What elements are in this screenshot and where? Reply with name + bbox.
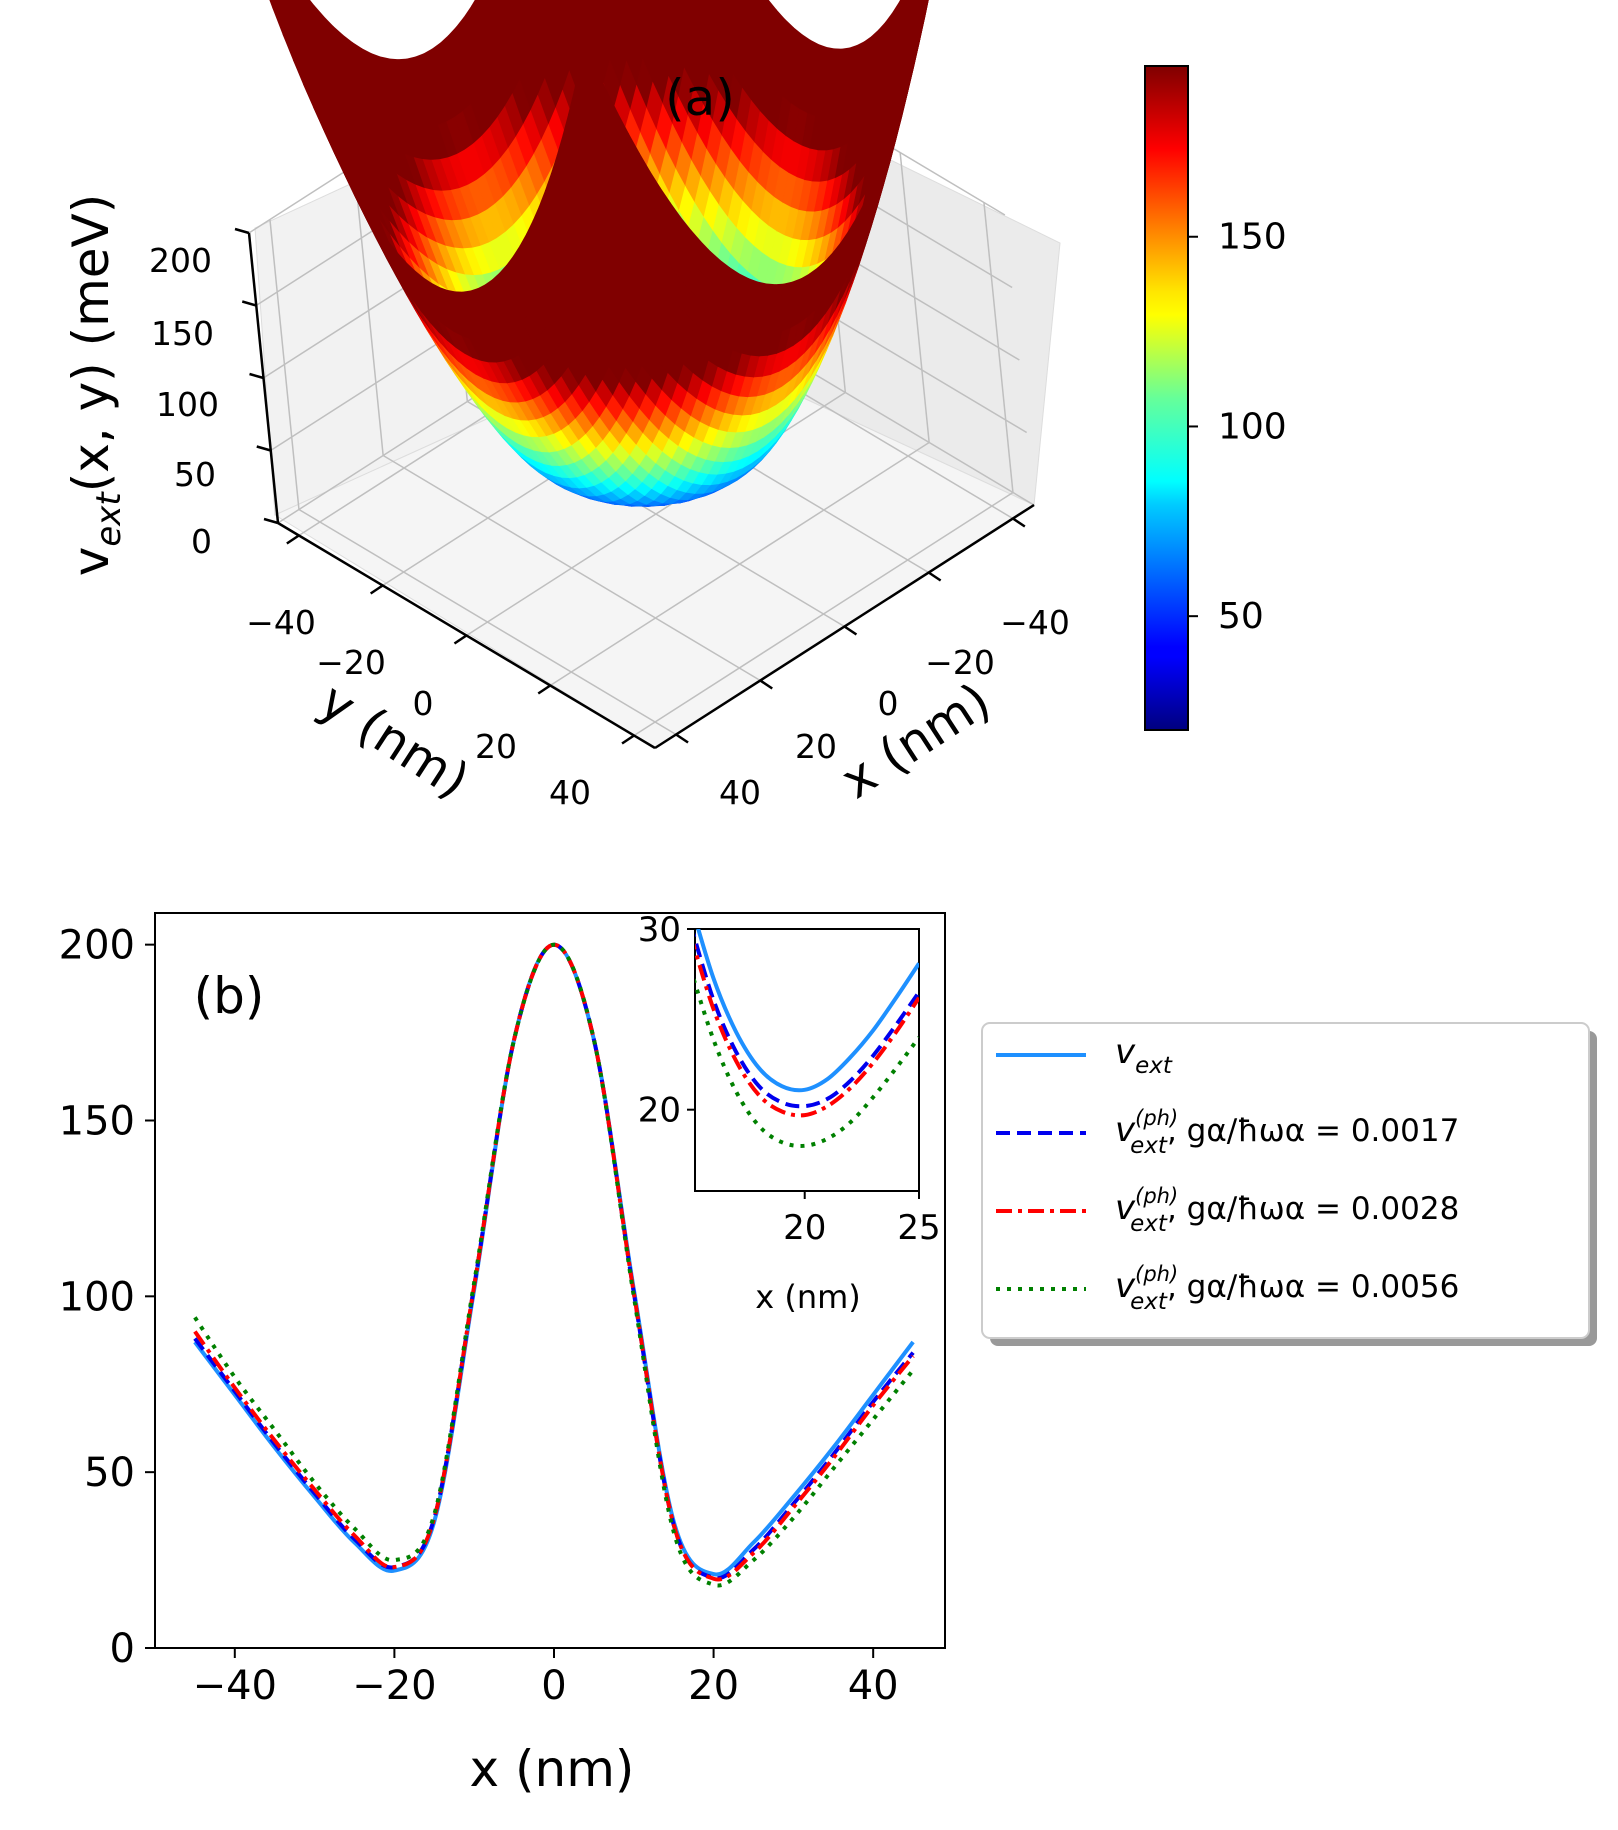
z-axis-tick <box>234 227 250 235</box>
x-tick-label: 40 <box>848 1663 899 1709</box>
panel-a-title: (a) <box>665 69 735 127</box>
inset-y-tick-label: 20 <box>638 1091 681 1131</box>
z-axis-tick <box>241 300 257 307</box>
y-tick-label: −20 <box>316 643 386 682</box>
colorbar-ticks: 50 100 150 <box>1188 217 1287 637</box>
y-tick-label: 20 <box>475 727 517 766</box>
y-axis-tick <box>286 534 300 545</box>
z-tick-label: 50 <box>174 455 216 494</box>
panel-a: 200 150 100 50 0 −40 −20 0 20 40 −40 −20… <box>62 0 1287 812</box>
axis-ticks-b: −40 −20 0 20 40 0 50 100 150 200 <box>59 923 899 1709</box>
y-axis-tick <box>369 584 384 595</box>
inset-x-tick-label: 25 <box>897 1208 940 1248</box>
legend-label: v(ph) ext, gα/ħωα = 0.0017 <box>1115 1106 1459 1159</box>
surface-plot <box>269 0 929 507</box>
x-axis-tick <box>759 679 773 690</box>
plot-frame-b <box>154 912 946 1649</box>
inset-y-tick-label: 30 <box>638 910 681 950</box>
inset-lines <box>695 929 919 1148</box>
x-tick-label: 40 <box>719 773 761 812</box>
y-tick-label: 100 <box>59 1274 135 1320</box>
inset-x-label: x (nm) <box>755 1278 861 1316</box>
x-axis-label-3d: x (nm) <box>831 672 1001 810</box>
x-tick-label: −40 <box>193 1663 277 1709</box>
x-axis-tick <box>927 571 942 582</box>
panel-b-title: (b) <box>194 967 265 1025</box>
y-axis-tick <box>537 684 551 695</box>
z-axis-tick <box>249 372 264 380</box>
x-tick-label: 0 <box>541 1663 566 1709</box>
z-axis-tick <box>263 517 279 525</box>
inset-series-line <box>696 929 919 1093</box>
series-line <box>193 942 915 1588</box>
z-axis-tick <box>256 445 272 452</box>
inset-series-line <box>695 942 919 1118</box>
y-axis-label-3d: y (nm) <box>309 672 479 810</box>
inset-series-line <box>695 976 919 1148</box>
legend-label: v(ph) ext, gα/ħωα = 0.0028 <box>1115 1184 1459 1237</box>
legend-label: v(ph) ext, gα/ħωα = 0.0056 <box>1115 1262 1459 1315</box>
surface-patch <box>578 42 597 95</box>
lines-b <box>193 942 915 1588</box>
y-tick-label: 40 <box>549 773 591 812</box>
surface-patch <box>602 0 609 11</box>
colorbar <box>1144 65 1189 731</box>
inset-x-tick-label: 20 <box>783 1208 826 1248</box>
legend-label: vext <box>1115 1032 1173 1079</box>
colorbar-tick-label: 100 <box>1218 406 1287 447</box>
surface-patch <box>543 0 552 13</box>
x-tick-label: −20 <box>352 1663 436 1709</box>
surface-patch <box>634 0 641 10</box>
y-tick-label: 0 <box>110 1626 135 1672</box>
y-tick-label: 200 <box>59 923 135 969</box>
z-tick-label: 0 <box>191 522 212 561</box>
x-tick-label: 20 <box>688 1663 739 1709</box>
z-axis-label-3d: vext(x, y) (meV) <box>62 194 129 577</box>
y-tick-label: 0 <box>413 684 434 723</box>
surface-patch <box>618 0 626 12</box>
inset-ticks: 20 25 20 30 <box>638 910 941 1248</box>
legend-box <box>981 1022 1590 1339</box>
axis-ticks-a <box>234 227 1026 745</box>
x-axis-tick <box>1012 517 1026 528</box>
z-tick-label: 200 <box>149 241 212 280</box>
colorbar-tick-label: 50 <box>1218 596 1264 637</box>
z-tick-label: 100 <box>156 385 219 424</box>
x-axis-tick <box>843 625 858 636</box>
x-tick-label: −40 <box>1000 603 1070 642</box>
x-axis-tick <box>675 733 689 744</box>
x-tick-label: 0 <box>878 684 899 723</box>
y-axis-line <box>277 521 656 750</box>
y-tick-label: 50 <box>84 1450 135 1496</box>
y-axis-tick <box>621 734 635 745</box>
inset-frame <box>694 928 920 1192</box>
y-tick-label: −40 <box>246 603 316 642</box>
colorbar-tick-label: 150 <box>1218 217 1287 258</box>
x-axis-label-b: x (nm) <box>470 1740 635 1798</box>
y-axis-tick <box>453 634 468 645</box>
inset-series-line <box>695 932 919 1109</box>
x-tick-label: 20 <box>795 727 837 766</box>
legend: vext v(ph) ext, gα/ħωα = 0.0017 v(ph) ext, g… <box>996 1032 1459 1315</box>
series-line <box>193 942 915 1581</box>
z-tick-label: 150 <box>151 314 214 353</box>
y-tick-label: 150 <box>59 1098 135 1144</box>
x-tick-label: −20 <box>925 643 995 682</box>
